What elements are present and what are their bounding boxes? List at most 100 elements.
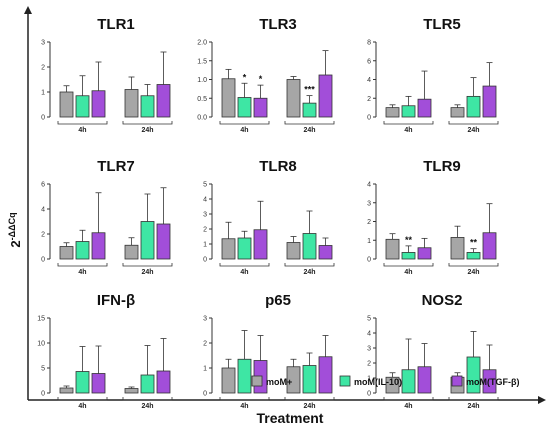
group-label: 24h <box>141 269 153 276</box>
y-tick-label: 10 <box>37 341 45 348</box>
bar <box>417 98 432 118</box>
panel-ifn: IFN-β 0 5 10 15 4h 24h <box>37 292 173 410</box>
bar <box>318 245 333 260</box>
bar <box>124 89 139 118</box>
bar <box>401 369 416 394</box>
significance-label: * <box>259 74 263 84</box>
panel-tlr7: TLR7 0 2 4 6 4h 24h <box>41 158 173 276</box>
y-tick-label: 2 <box>367 219 371 226</box>
panel-title: TLR7 <box>97 158 135 175</box>
bar <box>302 365 317 394</box>
y-tick-label: 0 <box>41 115 45 122</box>
bar <box>318 356 333 394</box>
y-tick-label: 0 <box>203 391 207 398</box>
panel-title: p65 <box>265 292 291 309</box>
panel-tlr1: TLR1 0 1 2 3 4h 24h <box>41 16 173 134</box>
bar <box>286 242 301 260</box>
panel-tlr9: TLR9 0 1 2 3 4 4h 24h ** ** <box>367 158 499 276</box>
panel-title: IFN-β <box>97 292 135 309</box>
y-tick-label: 6 <box>367 58 371 65</box>
y-tick-label: 2 <box>367 96 371 103</box>
y-tick-label: 0 <box>367 257 371 264</box>
panel-title: TLR3 <box>259 16 297 33</box>
y-tick-label: 5 <box>367 316 371 323</box>
panel-title: TLR9 <box>423 158 461 175</box>
bar <box>75 95 90 118</box>
y-tick-label: 6 <box>41 182 45 189</box>
bar <box>401 105 416 118</box>
bar <box>237 237 252 260</box>
bar <box>91 90 106 118</box>
legend-swatch-mom <box>251 375 263 387</box>
group-label: 4h <box>404 269 412 276</box>
legend-swatch-mom-il-10 <box>339 375 351 387</box>
bar <box>385 107 400 118</box>
bar <box>466 95 481 118</box>
group-bracket <box>448 121 499 125</box>
bar <box>401 252 416 260</box>
bar <box>318 74 333 118</box>
bar <box>59 91 74 118</box>
panel-title: NOS2 <box>422 292 463 309</box>
group-bracket <box>122 397 173 401</box>
y-tick-label: 15 <box>37 316 45 323</box>
group-bracket <box>219 263 270 267</box>
y-tick-label: 0 <box>367 391 371 398</box>
group-label: 24h <box>467 269 479 276</box>
y-tick-label: 2 <box>367 361 371 368</box>
y-tick-label: 0 <box>41 391 45 398</box>
group-label: 4h <box>240 269 248 276</box>
y-tick-label: 4 <box>41 207 45 214</box>
group-bracket <box>284 397 335 401</box>
group-label: 24h <box>303 127 315 134</box>
bar <box>221 367 236 394</box>
group-bracket <box>219 397 270 401</box>
group-bracket <box>284 263 335 267</box>
bar <box>253 97 268 118</box>
y-tick-label: 1 <box>203 242 207 249</box>
y-tick-label: 5 <box>203 182 207 189</box>
group-bracket <box>383 397 434 401</box>
y-tick-label: 1 <box>203 366 207 373</box>
group-bracket <box>284 121 335 125</box>
group-label: 4h <box>240 403 248 410</box>
bar <box>237 97 252 118</box>
group-label: 4h <box>78 127 86 134</box>
y-tick-label: 1 <box>367 376 371 383</box>
group-label: 24h <box>303 403 315 410</box>
group-bracket <box>122 121 173 125</box>
y-tick-label: 3 <box>203 212 207 219</box>
panel-tlr8: TLR8 0 1 2 3 4 5 4h 24h <box>203 158 335 276</box>
outer-x-axis-label: Treatment <box>257 410 324 426</box>
bar <box>140 95 155 118</box>
panel-tlr5: TLR5 0 2 4 6 8 4h 24h <box>367 16 499 134</box>
bar <box>417 366 432 394</box>
panel-nos2: NOS2 0 1 2 3 4 5 4h 24h <box>367 292 499 410</box>
legend-swatch-mom-tgf <box>451 375 463 387</box>
group-label: 4h <box>404 127 412 134</box>
y-tick-label: 8 <box>367 40 371 47</box>
y-tick-label: 3 <box>203 316 207 323</box>
y-tick-label: 0.5 <box>197 96 207 103</box>
group-bracket <box>57 263 108 267</box>
significance-label: ** <box>405 235 413 245</box>
y-tick-label: 0 <box>203 257 207 264</box>
y-tick-label: 2.0 <box>197 40 207 47</box>
bar <box>156 370 171 394</box>
bar <box>140 374 155 394</box>
group-bracket <box>122 263 173 267</box>
group-bracket <box>383 263 434 267</box>
y-tick-label: 3 <box>367 346 371 353</box>
legend-label-mom-tgf: moM(TGF-β) <box>466 377 519 387</box>
legend: moM+ moM(IL-10) moM(TGF-β) <box>251 375 519 387</box>
y-tick-label: 1 <box>41 90 45 97</box>
y-tick-label: 3 <box>41 40 45 47</box>
bar <box>156 223 171 260</box>
y-tick-label: 1.5 <box>197 58 207 65</box>
bar <box>450 237 465 260</box>
group-bracket <box>448 397 499 401</box>
bar <box>302 233 317 260</box>
